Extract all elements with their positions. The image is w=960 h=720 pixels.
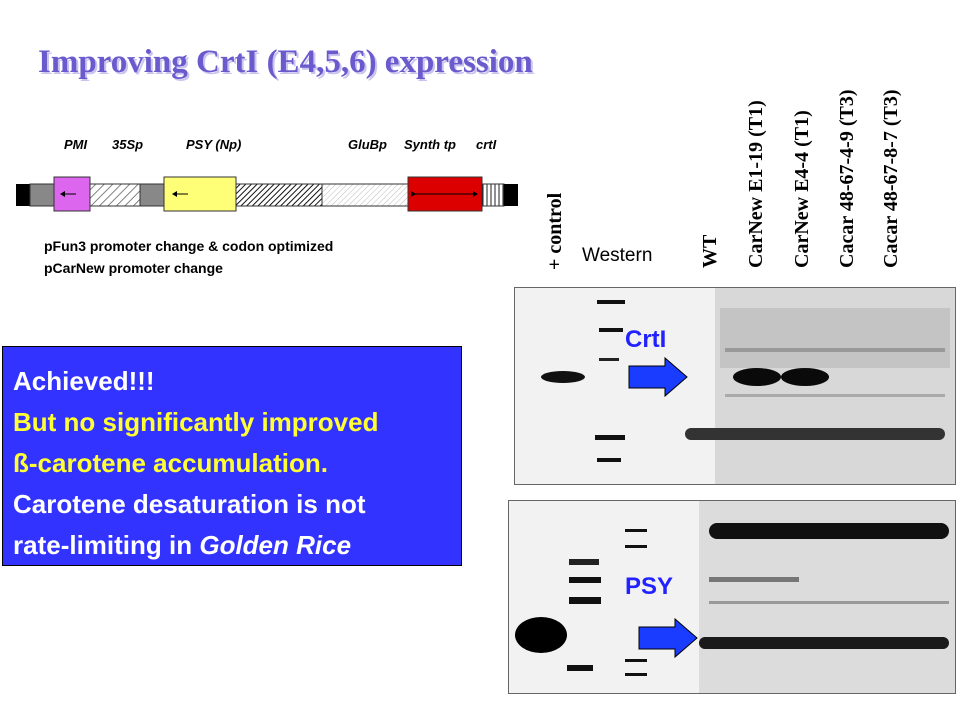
lane-label-wt: WT [699, 234, 721, 268]
gene-construct-diagram [16, 176, 518, 212]
summary-line-4: Carotene desaturation is not [13, 489, 366, 519]
construct-label-pmi: PMI [64, 137, 88, 152]
crti-band-label: CrtI [625, 326, 667, 353]
summary-line-5: rate-limiting in Golden Rice [13, 525, 451, 566]
summary-golden-rice: Golden Rice [199, 530, 352, 560]
note-pcarnew: pCarNew promoter change [44, 260, 223, 276]
lane-label-carnew-e4-4: CarNew E4-4 (T1) [791, 110, 813, 268]
construct-label-psy: PSY (Np) [186, 137, 242, 152]
summary-line-1: Achieved!!! [13, 366, 155, 396]
western-blot-psy: PSY [508, 500, 956, 694]
construct-label-crti: crtI [476, 137, 497, 152]
construct-label-glubp: GluBp [348, 137, 387, 152]
note-pfun3: pFun3 promoter change & codon optimized [44, 238, 334, 254]
construct-label-synth-tp: Synth tp [404, 137, 456, 152]
summary-line-2: But no significantly improved [13, 407, 379, 437]
western-label: Western [582, 245, 653, 266]
slide-title: Improving CrtI (E4,5,6) expression [38, 44, 533, 80]
summary-line-5-text: rate-limiting in [13, 530, 200, 560]
summary-box: Achieved!!! But no significantly improve… [2, 346, 462, 566]
construct-label-35sp: 35Sp [112, 137, 144, 152]
western-blot-crti: CrtI [514, 287, 956, 485]
crti-arrow-icon [628, 356, 688, 398]
lane-label-cacar-48-67-8-7: Cacar 48-67-8-7 (T3) [880, 89, 902, 268]
psy-arrow-icon [638, 617, 698, 659]
lane-label-control: + control [544, 192, 566, 270]
summary-line-3: ß-carotene accumulation. [13, 448, 328, 478]
blot-crti-bands [541, 288, 955, 484]
lane-label-cacar-48-67-4-9: Cacar 48-67-4-9 (T3) [836, 89, 858, 268]
lane-label-carnew-e1-19: CarNew E1-19 (T1) [745, 100, 767, 268]
psy-band-label: PSY [625, 573, 674, 600]
blot-psy-bands [515, 501, 955, 693]
